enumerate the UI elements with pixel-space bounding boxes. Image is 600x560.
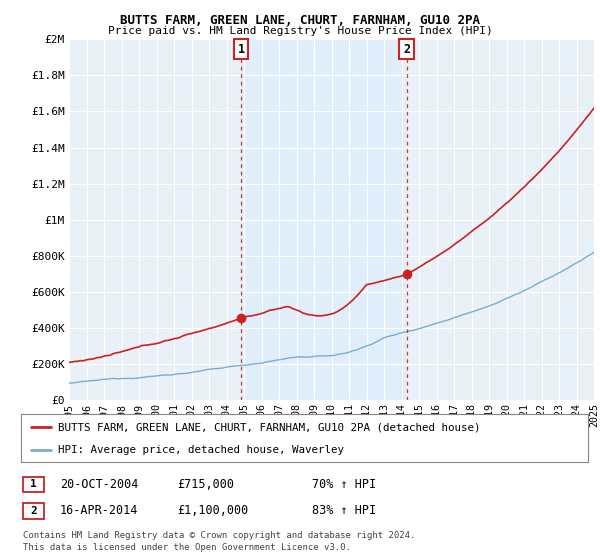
Text: BUTTS FARM, GREEN LANE, CHURT, FARNHAM, GU10 2PA (detached house): BUTTS FARM, GREEN LANE, CHURT, FARNHAM, … (58, 422, 481, 432)
Text: 20-OCT-2004: 20-OCT-2004 (60, 478, 139, 491)
Text: Contains HM Land Registry data © Crown copyright and database right 2024.: Contains HM Land Registry data © Crown c… (23, 531, 415, 540)
Text: 1: 1 (30, 479, 37, 489)
Text: BUTTS FARM, GREEN LANE, CHURT, FARNHAM, GU10 2PA: BUTTS FARM, GREEN LANE, CHURT, FARNHAM, … (120, 14, 480, 27)
Text: £715,000: £715,000 (177, 478, 234, 491)
Text: 1: 1 (238, 43, 245, 56)
Text: £1,100,000: £1,100,000 (177, 504, 248, 517)
Text: 2: 2 (403, 43, 410, 56)
Text: 83% ↑ HPI: 83% ↑ HPI (312, 504, 376, 517)
Text: 2: 2 (30, 506, 37, 516)
Text: Price paid vs. HM Land Registry's House Price Index (HPI): Price paid vs. HM Land Registry's House … (107, 26, 493, 36)
Text: 16-APR-2014: 16-APR-2014 (60, 504, 139, 517)
Bar (241, 39, 407, 400)
Text: 70% ↑ HPI: 70% ↑ HPI (312, 478, 376, 491)
Text: HPI: Average price, detached house, Waverley: HPI: Average price, detached house, Wave… (58, 445, 344, 455)
Text: This data is licensed under the Open Government Licence v3.0.: This data is licensed under the Open Gov… (23, 543, 350, 552)
